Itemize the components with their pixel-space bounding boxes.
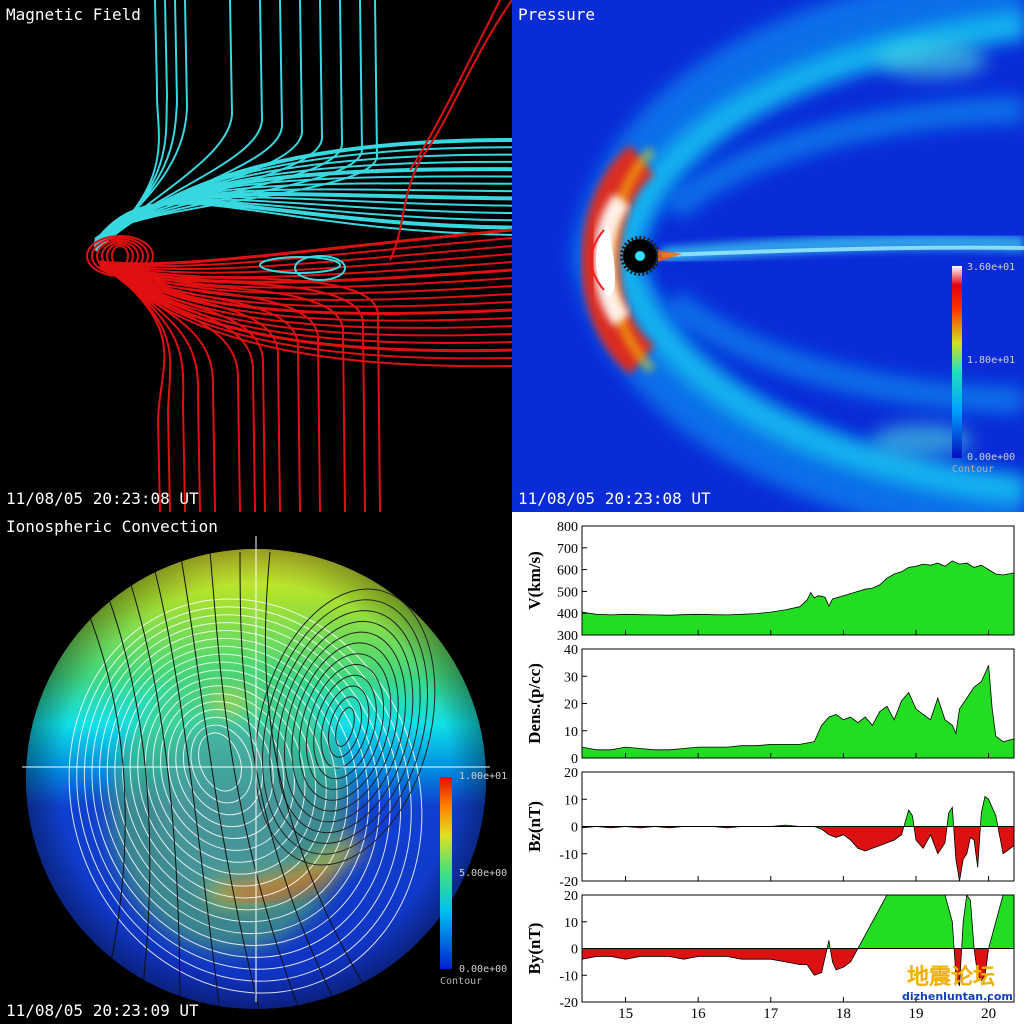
magnetic-field-panel: Magnetic Field 11/08/05 20:23:08 UT: [0, 0, 512, 512]
pressure-colorbar-min: 0.00e+00: [967, 452, 1015, 463]
y-tick-label: 300: [557, 629, 578, 644]
y-tick-label: 0: [571, 752, 578, 767]
pressure-title: Pressure: [518, 5, 596, 24]
watermark-url: dizhenluntan.com: [902, 990, 1013, 1003]
y-tick-label: 400: [557, 607, 578, 622]
series-area-positive: [582, 895, 1014, 949]
y-tick-label: 40: [564, 643, 578, 658]
y-tick-label: -10: [559, 848, 578, 863]
series-area-negative: [582, 826, 1014, 881]
x-tick-label: 20: [981, 1006, 996, 1022]
magnetic-field-timestamp: 11/08/05 20:23:08 UT: [6, 489, 199, 508]
x-tick-label: 15: [618, 1006, 633, 1022]
x-tick-label: 16: [691, 1006, 707, 1022]
magnetic-field-lines: [86, 0, 512, 512]
y-axis-label: V(km/s): [525, 551, 544, 610]
ionospheric-convection-panel: 1.00e+01 5.00e+00 0.00e+00 Contour Ionos…: [0, 512, 512, 1024]
y-tick-label: 500: [557, 585, 578, 600]
series-area: [582, 560, 1014, 635]
pressure-colorbar-caption: Contour: [952, 464, 994, 475]
y-tick-label: 0: [571, 821, 578, 836]
ionosphere-colorbar-min: 0.00e+00: [459, 964, 507, 975]
y-tick-label: 600: [557, 564, 578, 579]
ionosphere-polar-map: 1.00e+01 5.00e+00 0.00e+00 Contour: [22, 536, 507, 1009]
magnetic-field-title: Magnetic Field: [6, 5, 141, 24]
pressure-timestamp: 11/08/05 20:23:08 UT: [518, 489, 711, 508]
x-tick-label: 19: [908, 1006, 923, 1022]
subplot-3: -20 -10 0 10 20 By(nT): [525, 889, 1015, 1011]
y-tick-label: -10: [559, 969, 578, 984]
solar-wind-chart: 300 400 500 600 700 800 V(km/s) 0 10 20 30 40 Dens.(…: [525, 520, 1015, 1022]
x-tick-label: 17: [763, 1006, 779, 1022]
y-tick-label: 20: [564, 889, 578, 904]
axes-frame: [581, 525, 1015, 636]
subplot-0: 300 400 500 600 700 800 V(km/s): [525, 520, 1015, 644]
y-tick-label: 10: [564, 916, 578, 931]
y-tick-label: -20: [559, 875, 578, 890]
pressure-map: 3.60e+01 1.80e+01 0.00e+00 Contour: [512, 0, 1024, 512]
y-tick-label: 30: [564, 670, 578, 685]
watermark-chinese: 地震论坛: [907, 964, 995, 990]
y-axis-label: Dens.(p/cc): [525, 663, 544, 744]
ionosphere-colorbar-max: 1.00e+01: [459, 771, 507, 782]
ionosphere-colorbar-mid: 5.00e+00: [459, 868, 507, 879]
y-axis-label: Bz(nT): [525, 801, 544, 852]
pressure-panel: 3.60e+01 1.80e+01 0.00e+00 Contour Press…: [512, 0, 1024, 512]
y-axis-label: By(nT): [525, 923, 544, 975]
solar-wind-timeseries-panel: 300 400 500 600 700 800 V(km/s) 0 10 20 30 40 Dens.(…: [512, 512, 1024, 1024]
series-area: [582, 665, 1014, 758]
y-tick-label: 800: [557, 520, 578, 535]
y-tick-label: 10: [564, 793, 578, 808]
y-tick-label: 700: [557, 542, 578, 557]
pressure-colorbar-mid: 1.80e+01: [967, 355, 1015, 366]
pressure-colorbar: [952, 266, 962, 458]
series-area-negative: [582, 948, 1014, 987]
ionosphere-title: Ionospheric Convection: [6, 517, 218, 536]
y-tick-label: -20: [559, 996, 578, 1011]
ionosphere-colorbar-caption: Contour: [440, 976, 482, 987]
y-tick-label: 10: [564, 725, 578, 740]
ionosphere-timestamp: 11/08/05 20:23:09 UT: [6, 1001, 199, 1020]
subplot-2: -20 -10 0 10 20 Bz(nT): [525, 766, 1015, 890]
y-tick-label: 20: [564, 698, 578, 713]
y-tick-label: 0: [571, 943, 578, 958]
pressure-colorbar-max: 3.60e+01: [967, 262, 1015, 273]
watermark: 地震论坛 dizhenluntan.com: [902, 964, 1013, 1003]
ionosphere-colorbar: [440, 777, 452, 969]
x-tick-label: 18: [836, 1006, 851, 1022]
field-lines-group: [86, 0, 512, 512]
subplot-1: 0 10 20 30 40 Dens.(p/cc): [525, 643, 1015, 767]
y-tick-label: 20: [564, 766, 578, 781]
